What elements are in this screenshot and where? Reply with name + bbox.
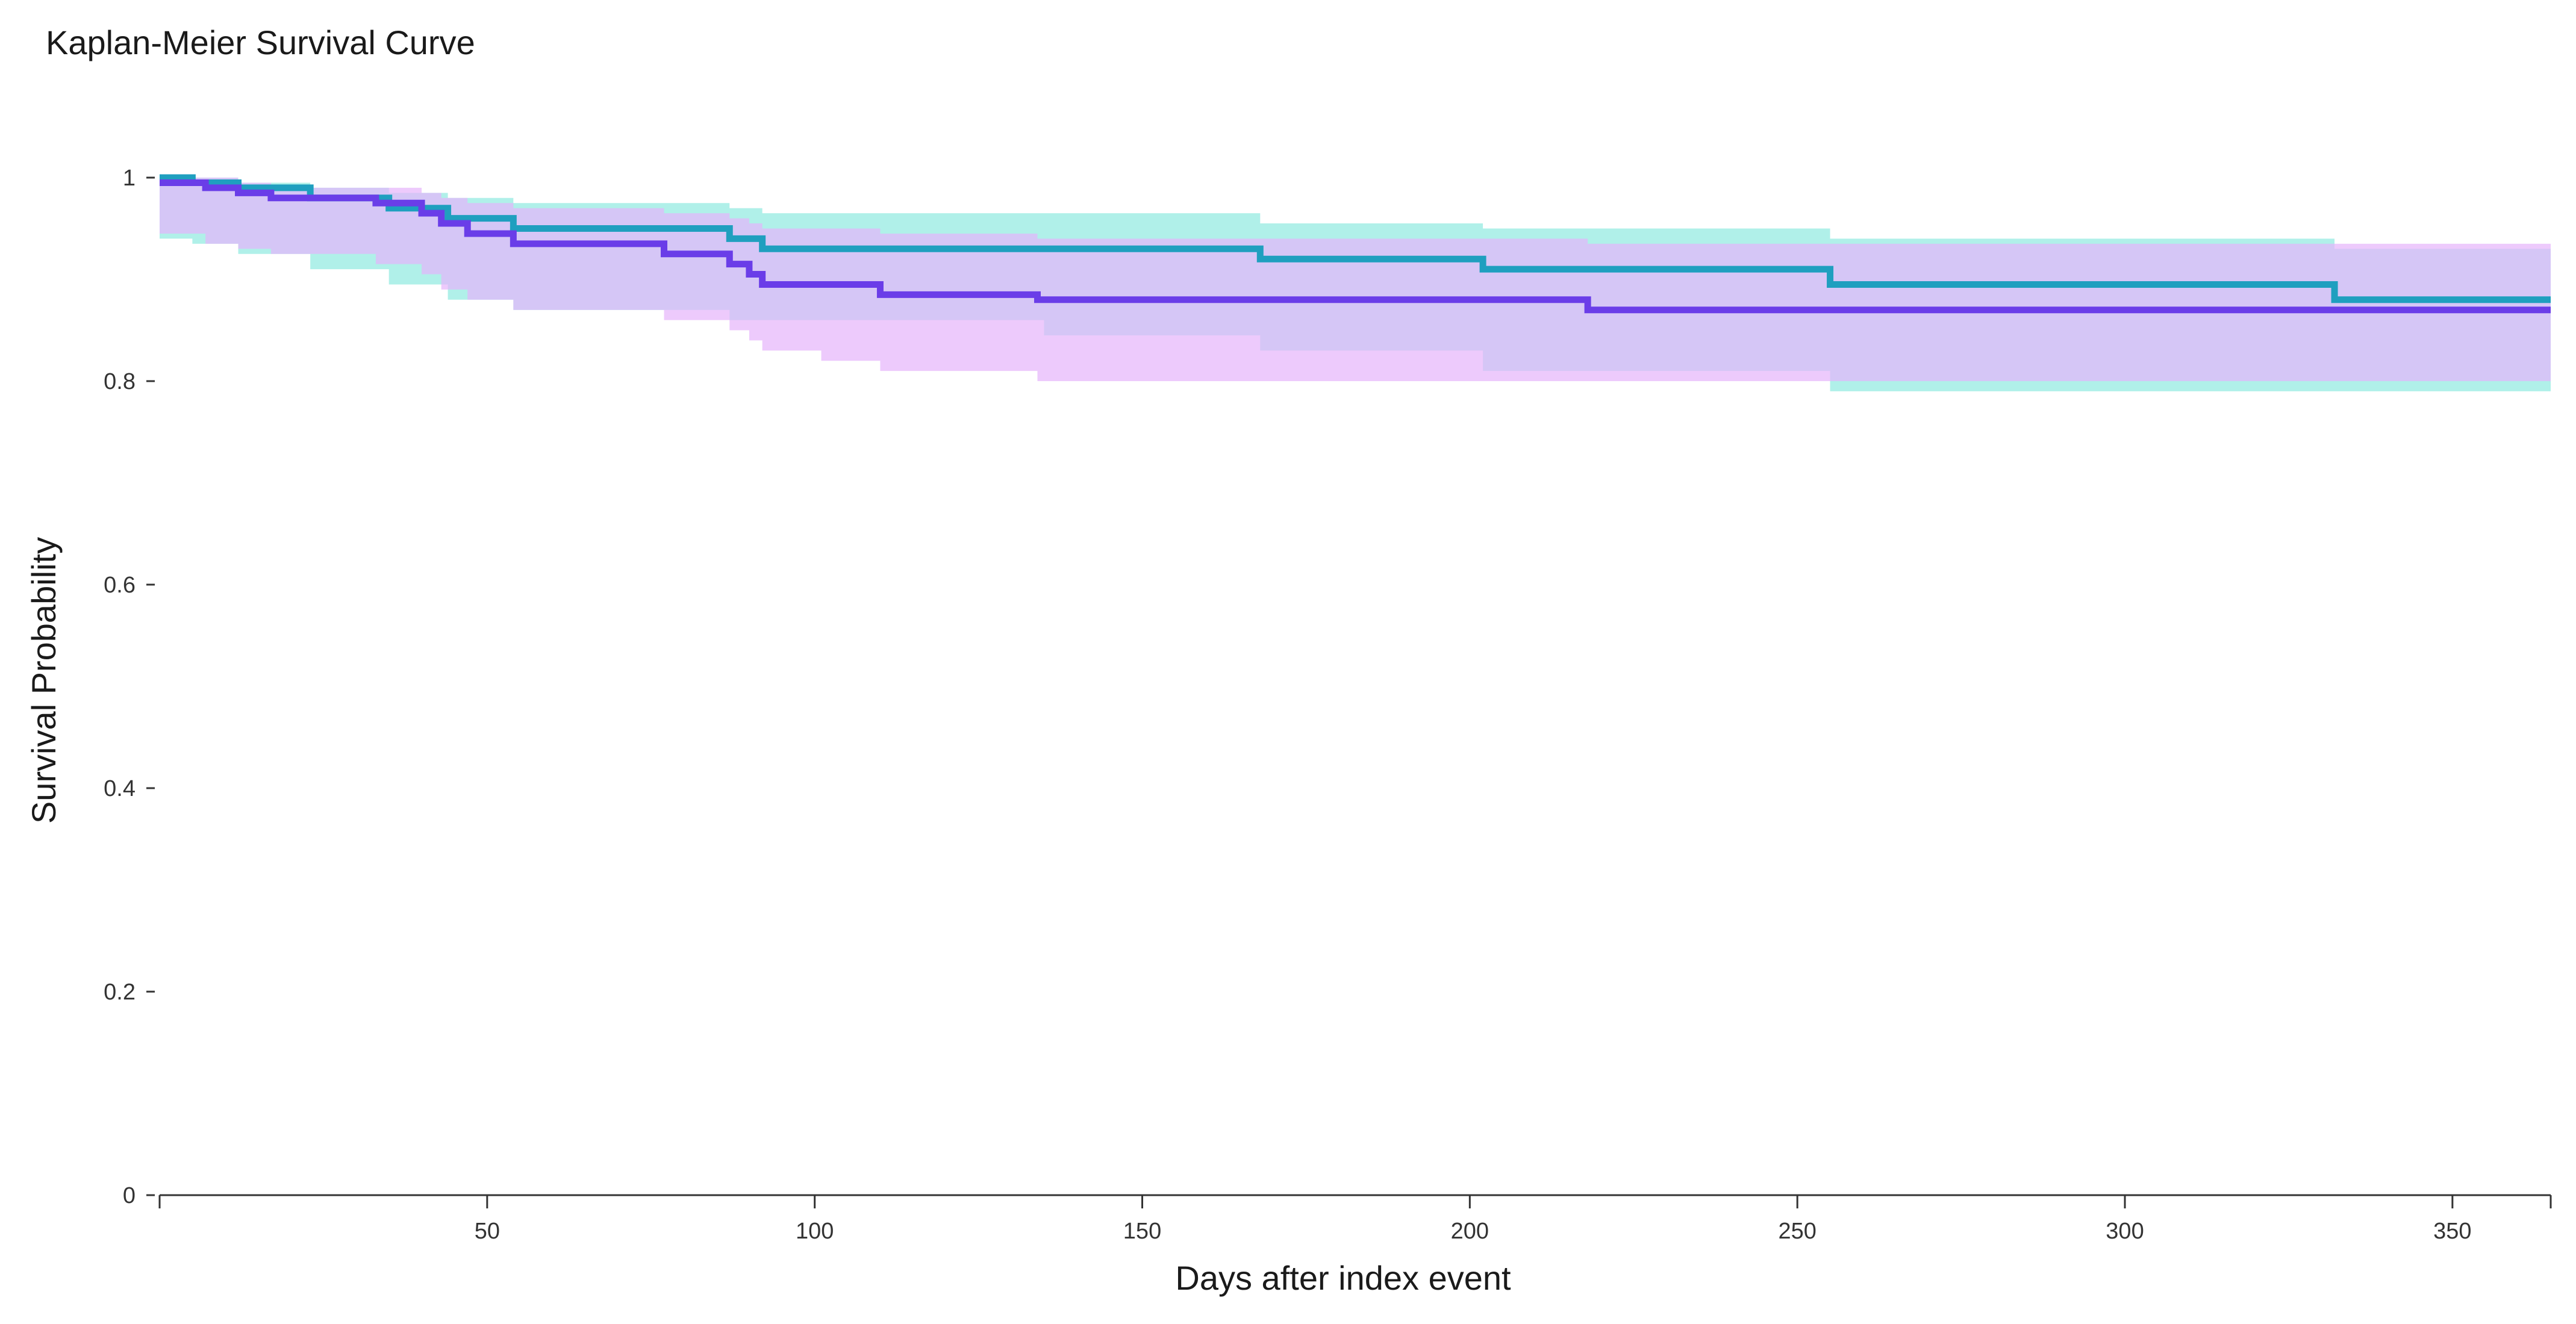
x-tick-label: 100	[796, 1219, 834, 1244]
y-tick-label: 0.8	[104, 369, 136, 394]
y-tick-label: 0.6	[104, 573, 136, 598]
x-tick-label: 300	[2106, 1219, 2144, 1244]
survival-line-2	[160, 179, 2551, 314]
confidence-bands	[160, 178, 2551, 391]
y-ticks: 0 0.2 0.4 0.6 0.8 1	[104, 166, 155, 1208]
chart-title: Kaplan-Meier Survival Curve	[46, 23, 475, 61]
confidence-band-2	[160, 178, 2551, 381]
survival-lines	[160, 174, 2551, 314]
x-tick-label: 150	[1123, 1219, 1161, 1244]
y-axis-label: Survival Probability	[25, 537, 63, 824]
survival-line-1	[160, 174, 2551, 303]
x-axis-label: Days after index event	[1175, 1259, 1511, 1297]
x-ticks: 50 100 150 200 250 300 350	[158, 1195, 2552, 1244]
x-tick-label: 250	[1778, 1219, 1816, 1244]
x-tick-label: 350	[2433, 1219, 2471, 1244]
y-tick-label: 0	[123, 1183, 136, 1208]
x-tick-label: 200	[1451, 1219, 1489, 1244]
y-tick-label: 1	[123, 166, 136, 191]
x-tick-label: 50	[475, 1219, 500, 1244]
y-tick-label: 0.2	[104, 980, 136, 1005]
y-tick-label: 0.4	[104, 776, 136, 801]
